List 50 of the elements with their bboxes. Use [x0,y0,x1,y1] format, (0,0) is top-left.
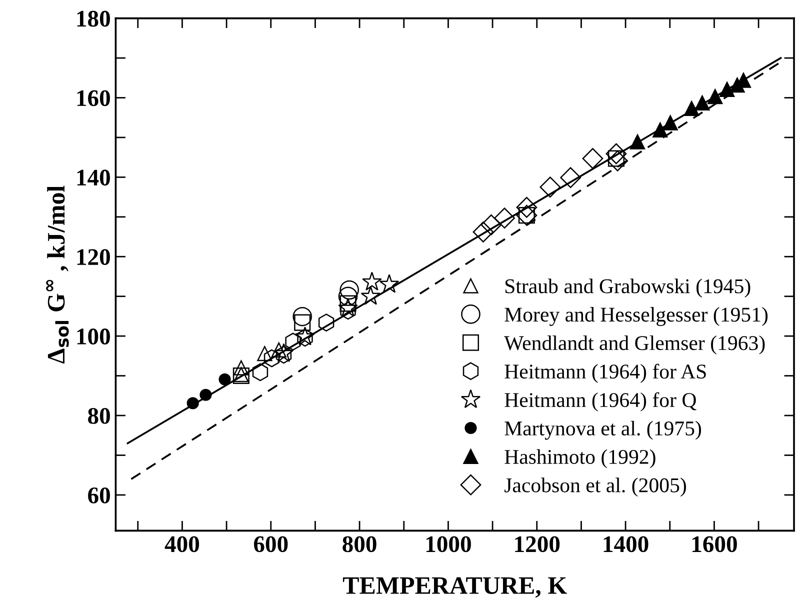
x-tick-label: 400 [164,536,200,552]
x-tick-label: 600 [254,536,288,552]
y-tick-label: 120 [77,249,110,266]
point [234,360,249,376]
point [264,349,280,368]
point [257,346,272,362]
legend-label: Heitmann (1964) for Q [504,392,696,412]
x-tick-label: 1000 [426,536,471,552]
y-tick-label: 60 [88,487,110,504]
point [360,286,380,305]
point [362,272,382,291]
point [318,314,334,332]
point [516,196,538,218]
x-tick-label: 1600 [692,536,737,552]
point [607,150,628,172]
point [292,306,312,326]
point [285,332,301,351]
point [340,302,356,320]
y-tick-label: 100 [77,328,110,344]
x-tick-label: 1200 [515,536,560,552]
point [540,176,561,198]
point [379,274,400,293]
x-tick-label: 800 [342,536,376,552]
point [560,167,582,188]
y-tick-label: 160 [77,90,110,106]
y-tick-label: 140 [77,170,110,186]
point [340,280,359,300]
legend-label: Martynova et al. (1975) [504,420,702,440]
y-tick-label: 180 [77,10,110,27]
point [494,208,515,229]
x-axis-title: TEMPERATURE, K [342,577,567,598]
point [480,214,502,236]
point [340,295,356,312]
point [218,373,231,386]
y-tick-label: 80 [88,408,110,424]
point [606,143,627,164]
legend-label: Heitmann (1964) for AS [504,364,706,383]
legend-label: Jacobson et al. (2005) [504,478,686,497]
point [252,363,268,382]
point [338,298,358,317]
x-tick-label: 1400 [604,536,648,552]
legend-label: Wendlandt and Glemser (1963) [504,335,765,354]
point [294,314,311,331]
y-axis-title: Δ$_{sol}$ G$^{∞}$ , kJ/mol [46,186,69,364]
legend-label: Straub and Grabowski (1945) [505,278,750,298]
point [338,286,358,306]
legend-label: Hashimoto (1992) [504,449,656,468]
legend-label: Morey and Hesselgesser (1951) [504,307,768,326]
point [472,222,494,242]
point [582,148,604,169]
